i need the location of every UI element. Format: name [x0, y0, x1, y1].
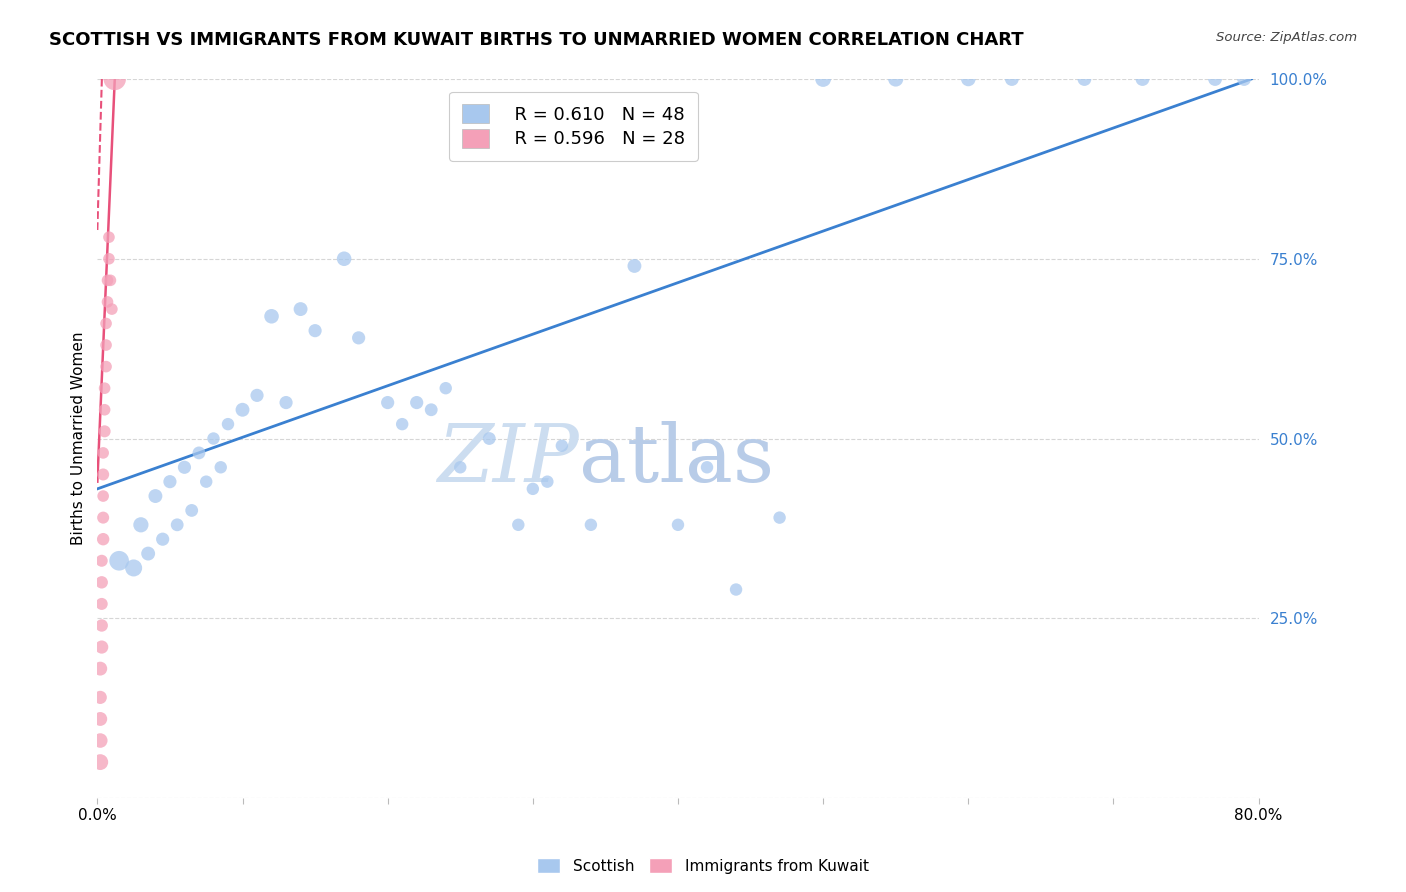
Text: ZIP: ZIP [437, 421, 579, 499]
Point [231, 402, 253, 417]
Point [188, 446, 211, 460]
Point [551, 439, 574, 453]
Text: atlas: atlas [579, 421, 775, 500]
Point [217, 417, 239, 431]
Point [434, 381, 457, 395]
Point [536, 475, 558, 489]
Point [304, 324, 326, 338]
Text: SCOTTISH VS IMMIGRANTS FROM KUWAIT BIRTHS TO UNMARRIED WOMEN CORRELATION CHART: SCOTTISH VS IMMIGRANTS FROM KUWAIT BIRTH… [49, 31, 1024, 49]
Point [1132, 72, 1154, 87]
Point [108, 554, 131, 568]
Point [89, 690, 111, 705]
Point [89, 662, 111, 676]
Point [274, 395, 297, 409]
Point [420, 402, 443, 417]
Text: Source: ZipAtlas.com: Source: ZipAtlas.com [1216, 31, 1357, 45]
Point [1001, 72, 1024, 87]
Point [508, 517, 530, 532]
Point [129, 517, 152, 532]
Point [97, 252, 120, 266]
Point [246, 388, 269, 402]
Point [104, 72, 127, 87]
Point [145, 489, 167, 503]
Point [94, 317, 117, 331]
Point [347, 331, 370, 345]
Point [122, 561, 145, 575]
Point [96, 294, 118, 309]
Point [93, 381, 115, 395]
Point [93, 425, 115, 439]
Point [101, 302, 124, 317]
Point [152, 532, 174, 546]
Point [209, 460, 232, 475]
Point [90, 640, 112, 654]
Point [100, 273, 122, 287]
Point [91, 467, 114, 482]
Point [405, 395, 427, 409]
Point [89, 755, 111, 769]
Point [90, 575, 112, 590]
Legend: Scottish, Immigrants from Kuwait: Scottish, Immigrants from Kuwait [531, 852, 875, 880]
Point [260, 310, 283, 324]
Point [91, 532, 114, 546]
Point [478, 432, 501, 446]
Point [94, 338, 117, 352]
Point [768, 510, 790, 524]
Point [377, 395, 399, 409]
Point [93, 402, 115, 417]
Point [90, 554, 112, 568]
Point [96, 273, 118, 287]
Point [173, 460, 195, 475]
Legend:   R = 0.610   N = 48,   R = 0.596   N = 28: R = 0.610 N = 48, R = 0.596 N = 28 [449, 92, 697, 161]
Point [811, 72, 834, 87]
Point [94, 359, 117, 374]
Point [579, 517, 602, 532]
Point [391, 417, 413, 431]
Point [90, 597, 112, 611]
Point [136, 547, 159, 561]
Point [89, 712, 111, 726]
Point [89, 733, 111, 747]
Point [522, 482, 544, 496]
Y-axis label: Births to Unmarried Women: Births to Unmarried Women [72, 332, 86, 545]
Point [725, 582, 748, 597]
Point [1233, 72, 1256, 87]
Point [623, 259, 645, 273]
Point [957, 72, 980, 87]
Point [202, 432, 225, 446]
Point [159, 475, 181, 489]
Point [91, 446, 114, 460]
Point [90, 618, 112, 632]
Point [696, 460, 718, 475]
Point [195, 475, 218, 489]
Point [166, 517, 188, 532]
Point [290, 302, 312, 317]
Point [1204, 72, 1226, 87]
Point [91, 489, 114, 503]
Point [180, 503, 202, 517]
Point [1073, 72, 1095, 87]
Point [884, 72, 907, 87]
Point [91, 510, 114, 524]
Point [449, 460, 471, 475]
Point [666, 517, 689, 532]
Point [97, 230, 120, 244]
Point [333, 252, 356, 266]
